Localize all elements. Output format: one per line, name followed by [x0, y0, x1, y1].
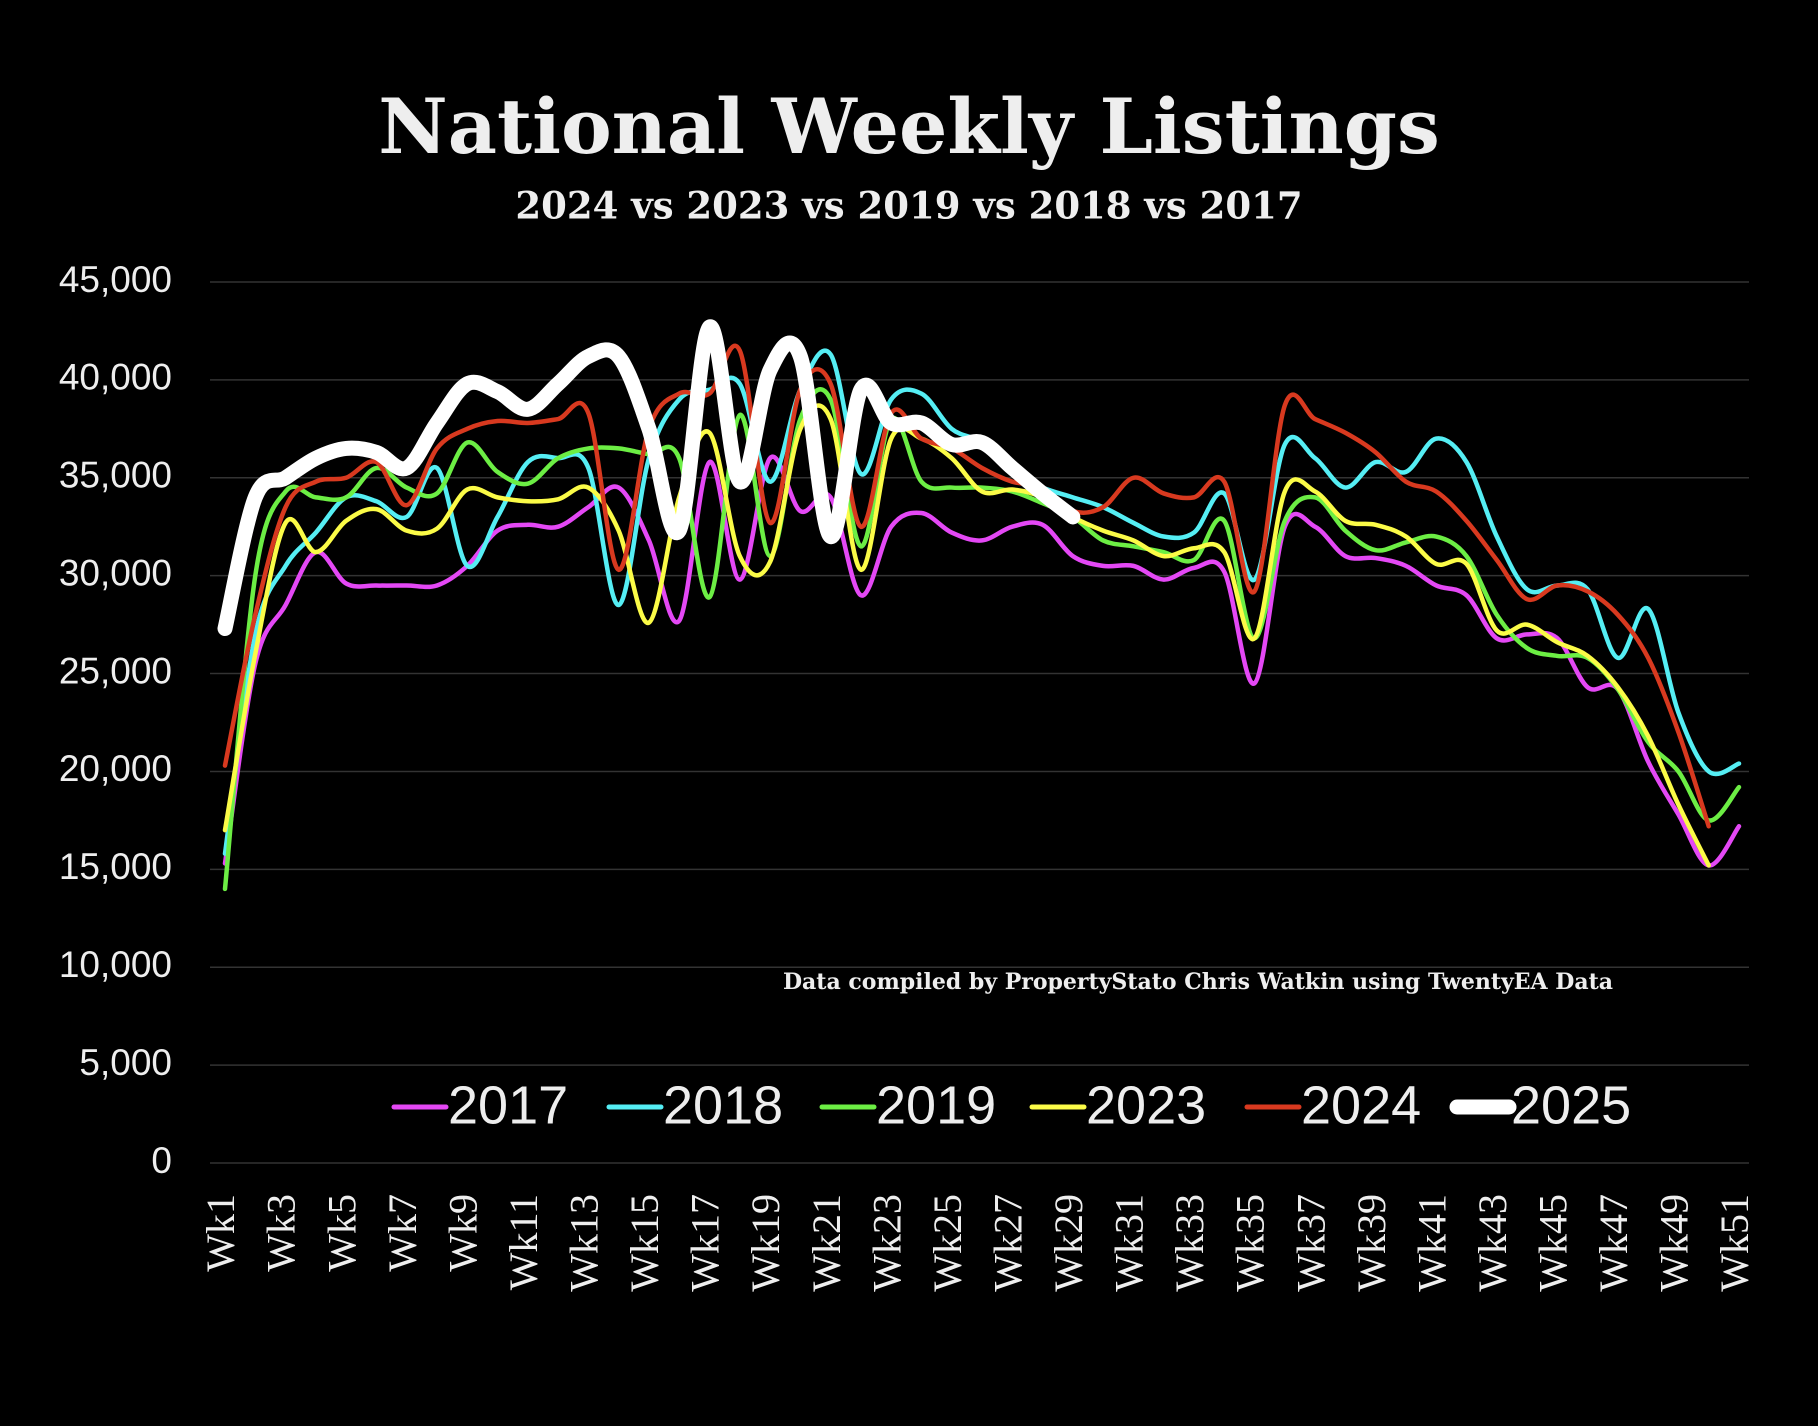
x-tick-label: Wk45 [1530, 1194, 1575, 1292]
x-tick-label: Wk31 [1107, 1194, 1152, 1292]
x-tick-label: Wk21 [804, 1194, 849, 1292]
y-tick-label: 25,000 [59, 650, 172, 691]
legend-label: 2025 [1511, 1075, 1631, 1135]
y-tick-label: 35,000 [59, 455, 172, 496]
y-tick-label: 20,000 [59, 748, 172, 789]
x-tick-label: Wk19 [743, 1194, 788, 1292]
y-tick-label: 10,000 [59, 944, 172, 985]
x-tick-label: Wk41 [1409, 1194, 1454, 1292]
series-line [222, 387, 1742, 892]
x-tick-label: Wk7 [380, 1194, 425, 1272]
legend-label: 2023 [1086, 1075, 1206, 1135]
series-line [222, 343, 1711, 829]
legend-label: 2019 [876, 1075, 996, 1135]
chart-title: National Weekly Listings [378, 82, 1439, 171]
x-tick-label: Wk9 [440, 1194, 485, 1272]
legend-label: 2017 [448, 1075, 568, 1135]
x-tick-label: Wk1 [198, 1194, 243, 1272]
x-tick-label: Wk39 [1349, 1194, 1394, 1292]
x-tick-label: Wk15 [622, 1194, 667, 1292]
y-tick-label: 0 [151, 1140, 172, 1181]
y-tick-label: 45,000 [59, 259, 172, 300]
x-tick-label: Wk27 [985, 1194, 1030, 1292]
x-tick-label: Wk5 [319, 1194, 364, 1272]
x-tick-label: Wk25 [925, 1194, 970, 1292]
x-tick-label: Wk29 [1046, 1194, 1091, 1292]
legend-label: 2024 [1301, 1075, 1421, 1135]
y-tick-label: 40,000 [59, 357, 172, 398]
legend-label: 2018 [663, 1075, 783, 1135]
x-tick-label: Wk49 [1652, 1194, 1697, 1292]
y-tick-label: 5,000 [79, 1042, 172, 1083]
series-line [222, 348, 1742, 856]
x-tick-label: Wk43 [1470, 1194, 1515, 1292]
x-tick-label: Wk11 [501, 1194, 546, 1290]
chart-subtitle: 2024 vs 2023 vs 2019 vs 2018 vs 2017 [515, 184, 1302, 228]
x-tick-label: Wk13 [562, 1194, 607, 1292]
x-tick-label: Wk47 [1591, 1194, 1636, 1292]
y-tick-label: 30,000 [59, 552, 172, 593]
x-tick-label: Wk17 [683, 1194, 728, 1292]
x-tick-label: Wk23 [864, 1194, 909, 1292]
x-tick-label: Wk51 [1712, 1194, 1757, 1292]
series-line [217, 319, 1081, 637]
x-tick-label: Wk37 [1288, 1194, 1333, 1292]
x-tick-label: Wk35 [1228, 1194, 1273, 1292]
annotation: Data compiled by PropertyStato Chris Wat… [783, 969, 1613, 995]
x-tick-label: Wk33 [1167, 1194, 1212, 1292]
series-line [222, 454, 1742, 868]
x-tick-label: Wk3 [259, 1194, 304, 1272]
y-tick-label: 15,000 [59, 846, 172, 887]
